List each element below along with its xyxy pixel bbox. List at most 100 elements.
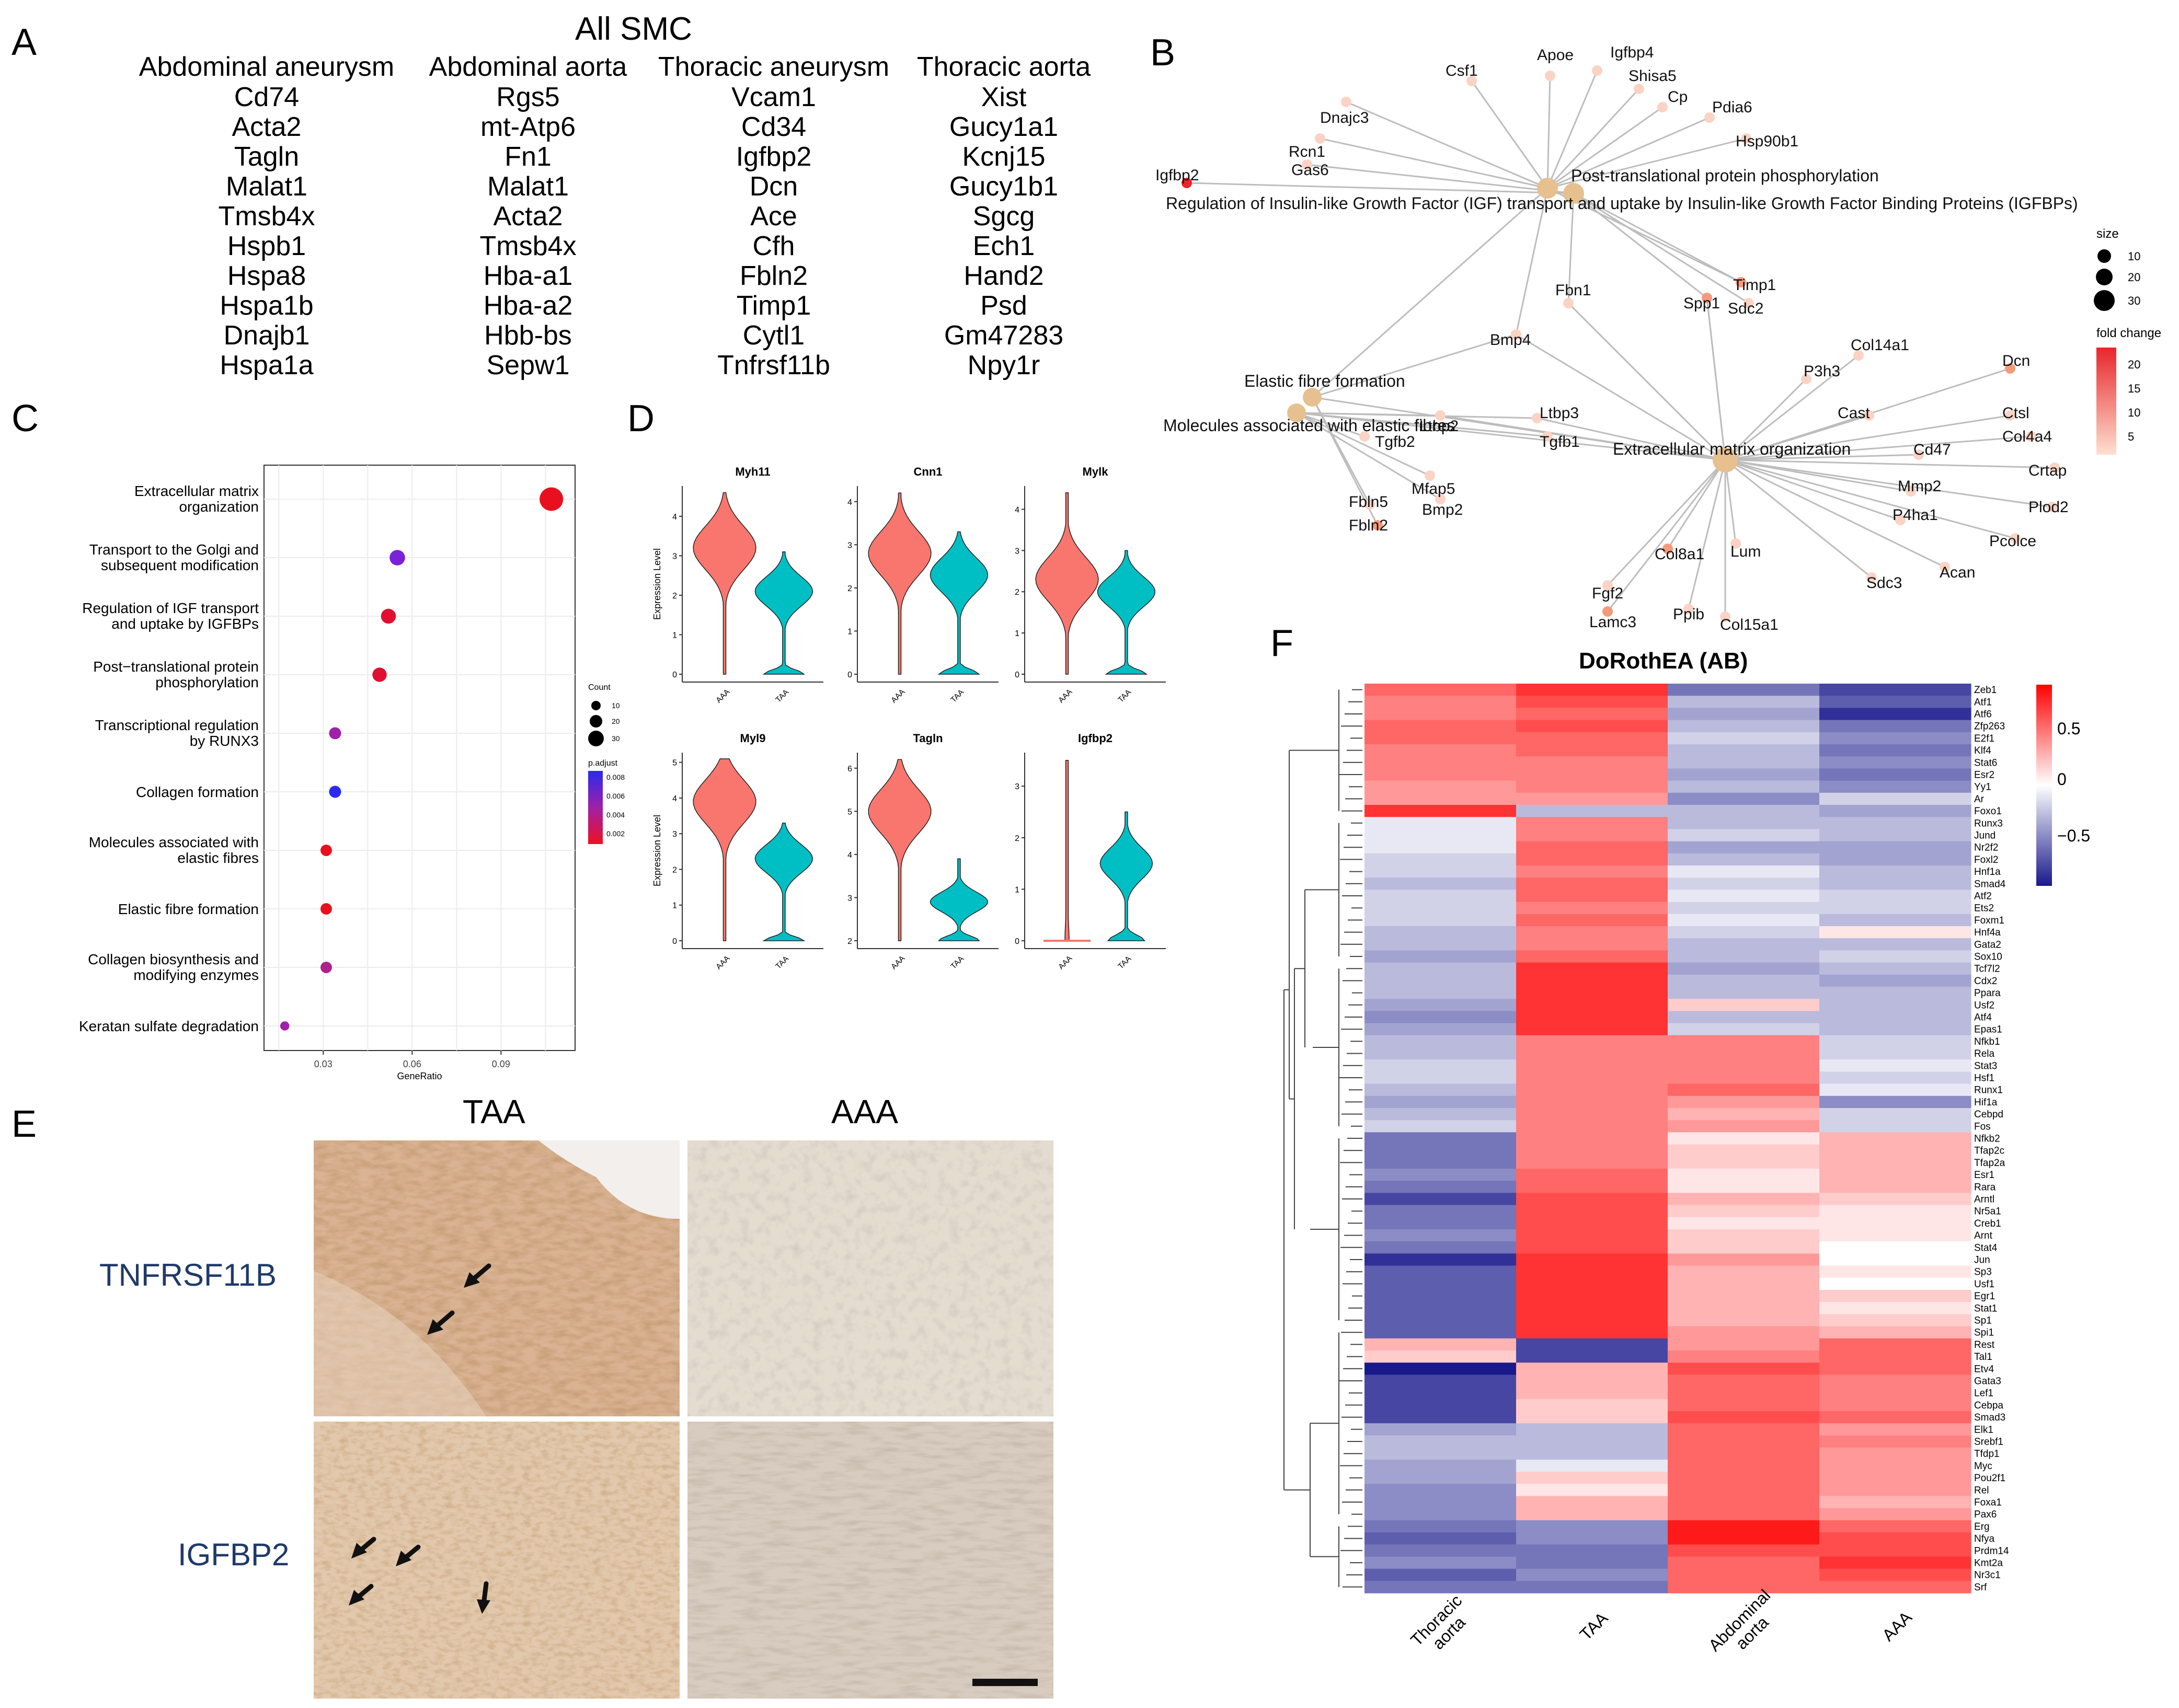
network-gene-node <box>2047 502 2057 512</box>
x-tick-label: AAA <box>889 687 907 705</box>
data-point <box>389 550 405 566</box>
heatmap-cell <box>1819 732 1971 745</box>
heatmap-row-label: Zeb1 <box>1974 685 1997 696</box>
heatmap-row-label: Tfap2c <box>1974 1146 2004 1157</box>
heatmap-cell <box>1516 1144 1668 1157</box>
heatmap-cell <box>1668 962 1820 975</box>
panel-f-heatmap: Zeb1Atf1Atf6Zfp263E2f1Klf4Stat6Esr2Yy1Ar… <box>1283 684 2090 1655</box>
violin-aaa <box>1064 760 1070 941</box>
panel-a-gene: Hspa1b <box>220 291 314 321</box>
heatmap-cell <box>1668 1302 1820 1314</box>
network-gene-label: Col4a4 <box>2002 428 2052 445</box>
heatmap-cell <box>1819 1387 1971 1400</box>
panel-a-gene: Ace <box>750 201 797 232</box>
legend-size-title: size <box>2096 227 2119 241</box>
heatmap-row-label: Cebpa <box>1974 1400 2003 1411</box>
y-tick-label: 3 <box>1015 547 1019 556</box>
heatmap-cell <box>1364 708 1517 721</box>
heatmap-cell <box>1819 1435 1971 1448</box>
heatmap-cell <box>1516 1277 1668 1290</box>
term-label: Keratan sulfate degradation <box>79 1018 259 1034</box>
heatmap-cell <box>1668 1411 1820 1424</box>
legend-count-title: Count <box>588 683 611 692</box>
heatmap-cell <box>1819 865 1971 878</box>
heatmap-cell <box>1819 1411 1971 1424</box>
heatmap-row-label: Srf <box>1974 1582 1987 1593</box>
heatmap-cell <box>1364 1363 1517 1375</box>
panel-a-gene: Gm47283 <box>944 320 1064 351</box>
legend-padj-value: 0.004 <box>606 811 625 819</box>
heatmap-cell <box>1364 1447 1517 1460</box>
y-tick-label: 0 <box>1015 671 1019 679</box>
heatmap-cell <box>1819 1241 1971 1254</box>
heatmap-row-label: Gata3 <box>1974 1376 2001 1387</box>
heatmap-cell <box>1819 805 1971 817</box>
network-gene-node <box>1906 486 1916 497</box>
violin-taa <box>754 822 813 941</box>
arrow-icon <box>349 1537 490 1614</box>
network-gene-label: Ltbp3 <box>1540 405 1579 422</box>
heatmap-cell <box>1516 1035 1668 1048</box>
network-gene-node <box>2026 431 2036 442</box>
heatmap-cell <box>1516 865 1668 878</box>
heatmap-colorbar <box>2036 685 2052 886</box>
heatmap-row-label: Kmt2a <box>1974 1557 2003 1568</box>
heatmap-cell <box>1819 817 1971 829</box>
violin-taa <box>930 531 989 675</box>
heatmap-cell <box>1364 878 1517 890</box>
term-label: and uptake by IGFBPs <box>111 616 259 632</box>
legend-fc-value: 15 <box>2128 382 2140 395</box>
heatmap-row-label: Stat1 <box>1974 1303 1997 1314</box>
network-edge <box>1547 137 1747 189</box>
y-tick-label: 3 <box>672 830 677 839</box>
heatmap-row-label: Foxm1 <box>1974 915 2004 926</box>
panel-a-column-header: Thoracic aorta <box>916 52 1091 82</box>
y-tick-label: 3 <box>1015 782 1019 791</box>
heatmap-cell <box>1668 1011 1820 1024</box>
legend-padj-value: 0.008 <box>606 773 625 781</box>
heatmap-row-label: Etv4 <box>1974 1364 1994 1375</box>
network-edge <box>1546 75 1551 189</box>
x-tick-label: 0.09 <box>492 1059 510 1069</box>
network-edge <box>1296 412 1365 437</box>
violin-gene-title: Myl9 <box>740 732 766 745</box>
network-gene-label: Rcn1 <box>1289 143 1325 160</box>
panel-d-violins: Myh11 0 1 2 3 4 AAA TAA Expression Level Cnn1 0 1 2 3… <box>652 465 1166 971</box>
y-tick-label: 1 <box>1015 885 1019 894</box>
network-gene-label: Fbn1 <box>1555 282 1591 299</box>
heatmap-cell <box>1364 1290 1517 1302</box>
heatmap-cell <box>1516 1265 1668 1278</box>
violin-panel: Myh11 0 1 2 3 4 AAA TAA Expression Level <box>652 465 823 705</box>
term-label: Collagen formation <box>136 784 259 800</box>
heatmap-cell <box>1819 1217 1971 1230</box>
network-hub-node <box>1537 178 1558 199</box>
heatmap-cell <box>1668 950 1820 963</box>
heatmap-cell <box>1819 1508 1971 1521</box>
heatmap-cell <box>1516 696 1668 708</box>
network-gene-node <box>2049 463 2060 473</box>
heatmap-cell <box>1516 1241 1668 1254</box>
heatmap-cell <box>1668 841 1820 854</box>
heatmap-row-label: Nfkb1 <box>1974 1036 2000 1047</box>
network-gene-node <box>1730 538 1741 549</box>
heatmap-cell <box>1668 805 1820 817</box>
heatmap-cell <box>1668 768 1820 781</box>
network-edge <box>1296 412 1441 500</box>
network-gene-node <box>1741 133 1751 144</box>
heatmap-cell <box>1668 1181 1820 1193</box>
heatmap-cell <box>1819 1375 1971 1388</box>
heatmap-cell <box>1364 1387 1517 1400</box>
legend-size-value: 20 <box>2128 271 2140 284</box>
heatmap-cell <box>1819 1156 1971 1169</box>
heatmap-cell <box>1819 1120 1971 1133</box>
network-gene-label: Col15a1 <box>1720 616 1779 633</box>
violin-gene-title: Tagln <box>913 732 943 745</box>
heatmap-cell <box>1364 1314 1517 1327</box>
heatmap-cell <box>1364 1472 1517 1484</box>
x-axis-label: GeneRatio <box>397 1071 442 1081</box>
heatmap-cell <box>1364 890 1517 903</box>
network-gene-label: Mfap5 <box>1412 480 1455 498</box>
heatmap-cell <box>1364 1508 1517 1521</box>
network-gene-node <box>1466 76 1477 86</box>
